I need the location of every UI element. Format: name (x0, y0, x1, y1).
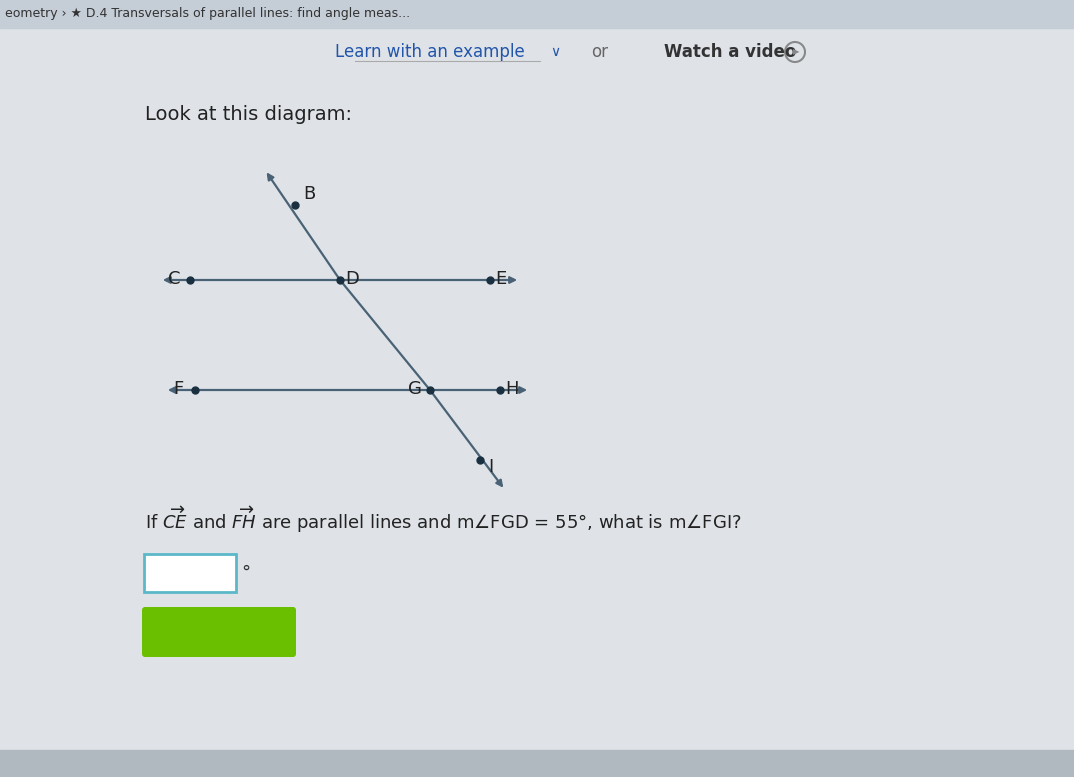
Text: ▶: ▶ (793, 47, 799, 57)
FancyBboxPatch shape (144, 554, 236, 592)
FancyBboxPatch shape (142, 607, 296, 657)
Text: G: G (408, 380, 422, 398)
Text: Submit: Submit (183, 623, 255, 641)
Text: Learn with an example: Learn with an example (335, 43, 525, 61)
Text: H: H (505, 380, 519, 398)
Text: Look at this diagram:: Look at this diagram: (145, 106, 352, 124)
Text: or: or (592, 43, 609, 61)
Text: ∨: ∨ (550, 45, 560, 59)
Text: I: I (488, 458, 493, 476)
Text: C: C (168, 270, 180, 288)
Text: D: D (345, 270, 359, 288)
Text: If $\overrightarrow{CE}$ and $\overrightarrow{FH}$ are parallel lines and m$\ang: If $\overrightarrow{CE}$ and $\overright… (145, 504, 741, 535)
Text: eometry › ★ D.4 Transversals of parallel lines: find angle meas...: eometry › ★ D.4 Transversals of parallel… (5, 8, 410, 20)
Text: B: B (303, 185, 316, 203)
Text: F: F (173, 380, 184, 398)
Text: Watch a video: Watch a video (664, 43, 796, 61)
Text: °: ° (241, 564, 250, 582)
Text: E: E (495, 270, 506, 288)
